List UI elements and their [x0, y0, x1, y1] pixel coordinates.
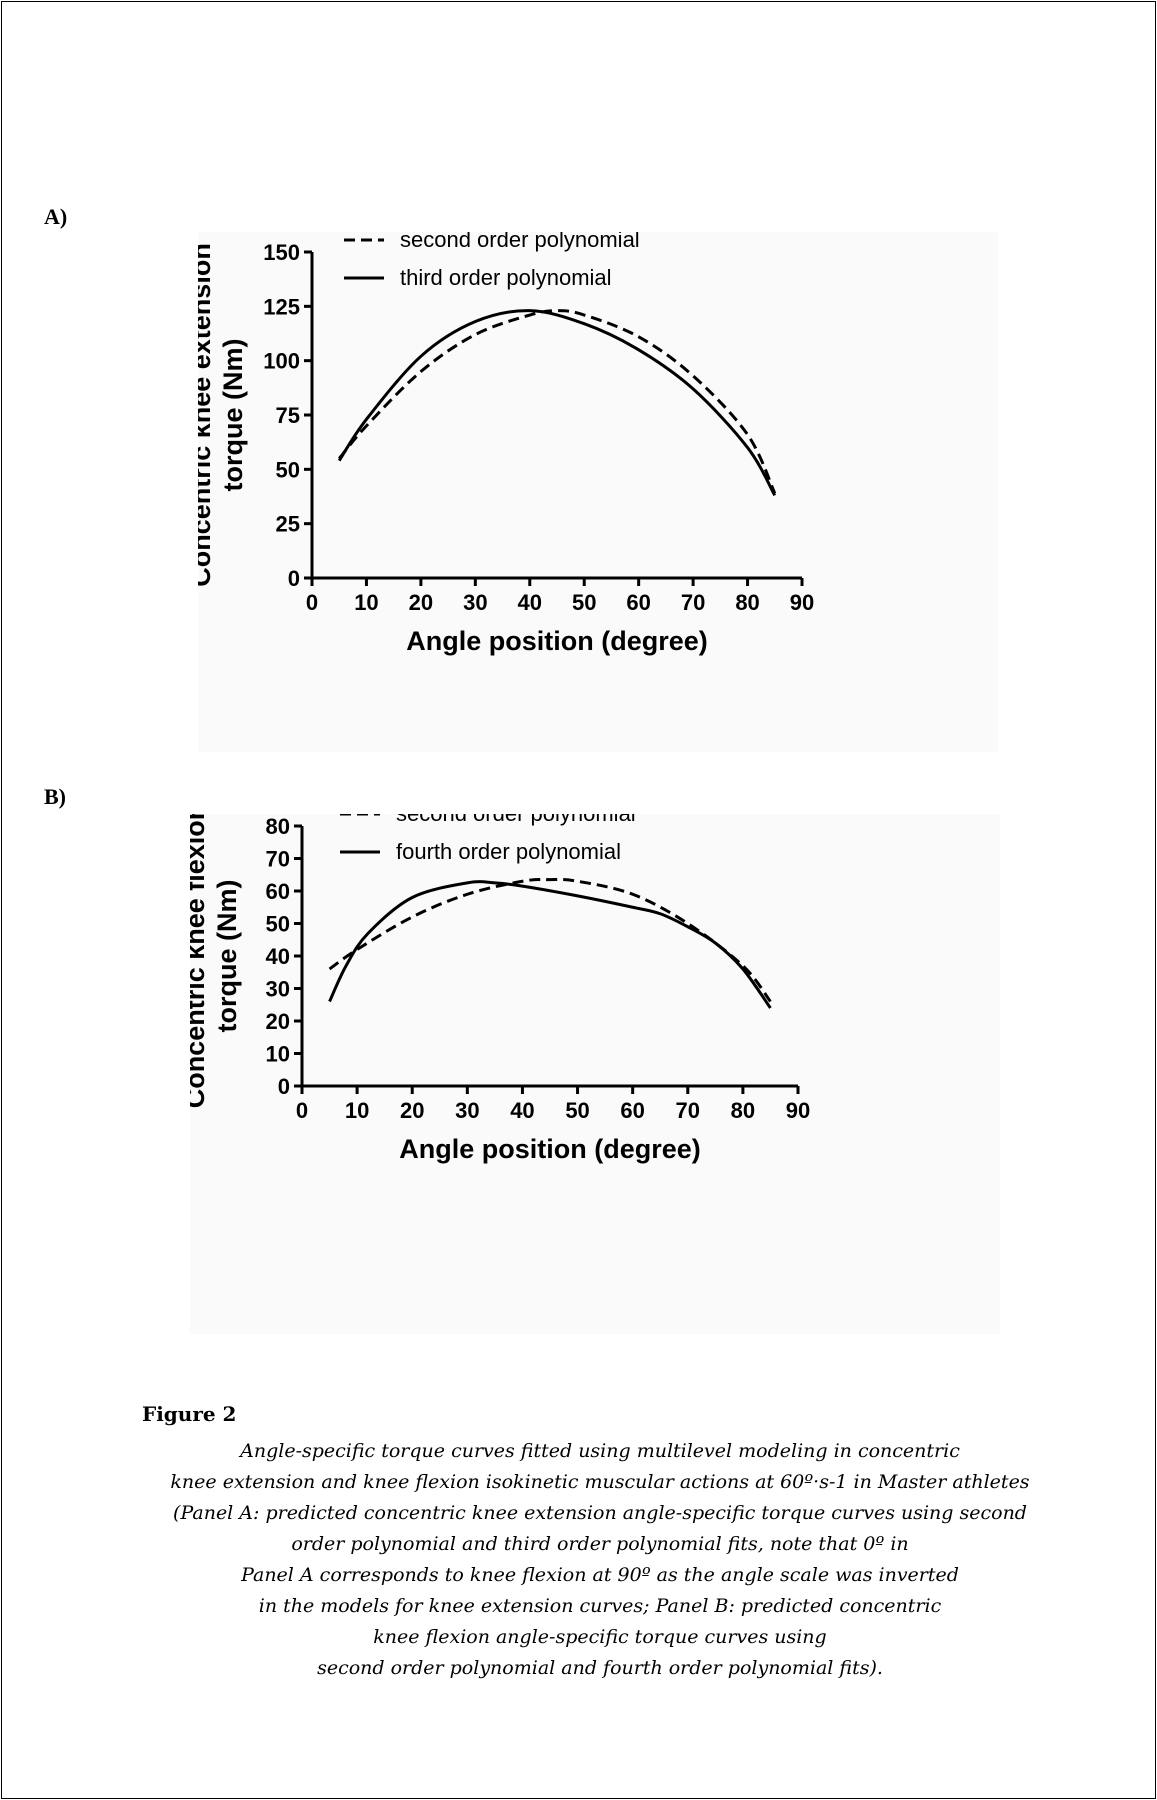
y-tick-label: 80 — [266, 814, 290, 839]
x-tick-label: 70 — [676, 1098, 700, 1123]
x-tick-label: 40 — [518, 590, 542, 615]
panel-a-label: A) — [44, 204, 68, 229]
y-tick-label: 100 — [263, 349, 300, 374]
chart-b-svg: 0 10 20 30 40 50 60 70 80 90 0 10 20 30 40 50 60 70 80 Angl… — [180, 801, 810, 1164]
x-tick-label: 50 — [572, 590, 596, 615]
y-tick-label: 50 — [266, 912, 290, 937]
y-tick-label: 50 — [276, 457, 300, 482]
y-tick-label: 30 — [266, 977, 290, 1002]
x-tick-label: 0 — [306, 590, 318, 615]
caption-line: order polynomial and third order polynom… — [291, 1533, 909, 1555]
y-tick-label: 0 — [288, 566, 300, 591]
series-line-solid — [337, 309, 777, 497]
y-tick-label: 40 — [266, 944, 290, 969]
x-axis-label: Angle position (degree) — [399, 1134, 701, 1164]
y-axis-label: torque (Nm) — [218, 339, 248, 492]
x-tick-label: 70 — [681, 590, 705, 615]
y-tick-label: 0 — [278, 1074, 290, 1099]
x-tick-label: 60 — [620, 1098, 644, 1123]
figure-caption-text: Angle-specific torque curves fitted usin… — [140, 1436, 1060, 1684]
caption-line: second order polynomial and fourth order… — [317, 1657, 883, 1679]
x-axis-label: Angle position (degree) — [406, 626, 708, 656]
series-line-dashed — [328, 877, 772, 1003]
y-tick-label: 25 — [276, 512, 300, 537]
x-tick-label: 10 — [345, 1098, 369, 1123]
legend-label: fourth order polynomial — [396, 839, 621, 864]
figure-caption: Figure 2 Angle-specific torque curves fi… — [140, 1402, 1120, 1684]
x-tick-label: 40 — [510, 1098, 534, 1123]
y-tick-label: 75 — [276, 403, 300, 428]
x-tick-label: 20 — [409, 590, 433, 615]
panel-b-chart: 0 10 20 30 40 50 60 70 80 90 0 10 20 30 40 50 60 70 80 Angl… — [180, 801, 1000, 1334]
caption-line: knee flexion angle-specific torque curve… — [373, 1626, 827, 1648]
panel-b-label: B) — [44, 784, 66, 809]
chart-a-svg: 0 10 20 30 40 50 60 70 80 90 0 25 50 75 100 125 150 Angle… — [186, 227, 814, 656]
caption-line: (Panel A: predicted concentric knee exte… — [173, 1502, 1027, 1524]
x-tick-label: 0 — [296, 1098, 308, 1123]
x-tick-label: 90 — [786, 1098, 810, 1123]
panel-a-chart: 0 10 20 30 40 50 60 70 80 90 0 25 50 75 100 125 150 Angle… — [186, 227, 998, 752]
series-line-solid — [328, 880, 772, 1009]
legend-label: second order polynomial — [396, 814, 636, 826]
series-line-dashed — [338, 309, 777, 494]
y-tick-label: 10 — [266, 1042, 290, 1067]
y-tick-label: 125 — [263, 294, 300, 319]
x-tick-label: 60 — [626, 590, 650, 615]
figure-title: Figure 2 — [142, 1402, 237, 1426]
y-tick-label: 60 — [266, 879, 290, 904]
x-tick-label: 10 — [354, 590, 378, 615]
x-tick-label: 50 — [565, 1098, 589, 1123]
y-tick-label: 150 — [263, 240, 300, 265]
x-tick-label: 30 — [463, 590, 487, 615]
y-axis-label: torque (Nm) — [212, 880, 242, 1033]
caption-line: in the models for knee extension curves;… — [258, 1595, 942, 1617]
y-axis-label: Concentric knee flexion — [190, 814, 210, 1108]
legend-label: third order polynomial — [400, 265, 612, 290]
x-tick-label: 80 — [731, 1098, 755, 1123]
caption-line: Panel A corresponds to knee flexion at 9… — [241, 1564, 959, 1586]
x-tick-label: 80 — [735, 590, 759, 615]
x-tick-label: 30 — [455, 1098, 479, 1123]
x-tick-label: 20 — [400, 1098, 424, 1123]
y-tick-label: 20 — [266, 1009, 290, 1034]
y-axis-label: Concentric knee extension — [198, 243, 216, 587]
legend-label: second order polynomial — [400, 232, 640, 252]
x-tick-label: 90 — [790, 590, 814, 615]
caption-line: Angle-specific torque curves fitted usin… — [240, 1440, 960, 1462]
y-tick-label: 70 — [266, 847, 290, 872]
caption-line: knee extension and knee flexion isokinet… — [170, 1471, 1030, 1493]
